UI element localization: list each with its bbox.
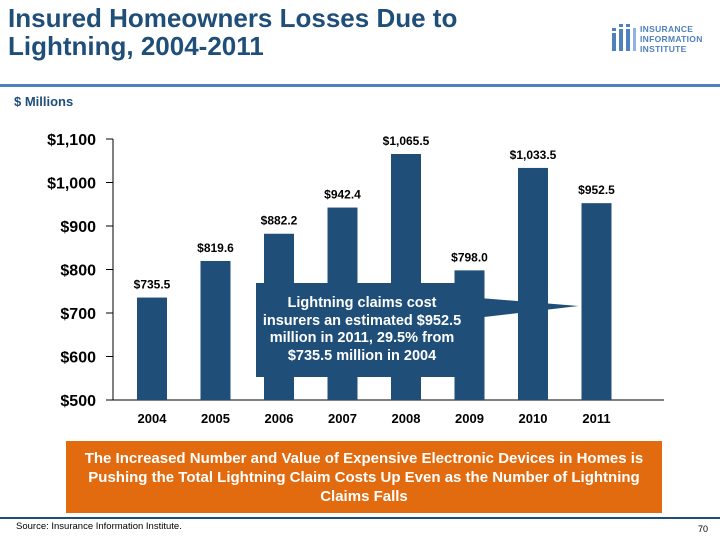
y-tick-label: $900 (60, 219, 96, 236)
category-label-2004: 2004 (138, 411, 168, 426)
value-label-2008: $1,065.5 (383, 134, 430, 148)
source-note: Source: Insurance Information Institute. (16, 521, 182, 532)
value-labels: $735.5 $819.6 $882.2 $942.4 $1,065.5 $798.0 $1… (134, 134, 616, 292)
value-label-2004: $735.5 (134, 278, 171, 292)
category-label-2008: 2008 (392, 411, 421, 426)
callout-arrow (467, 297, 579, 319)
y-tick-label: $700 (60, 306, 96, 323)
unit-label: $ Millions (14, 94, 74, 109)
y-tick-label: $1,100 (47, 132, 96, 149)
conclusion-banner: The Increased Number and Value of Expens… (66, 441, 662, 513)
category-label-2006: 2006 (265, 411, 294, 426)
callout-box: Lightning claims cost insurers an estima… (256, 283, 468, 377)
y-tick-label: $800 (60, 263, 96, 280)
y-tick-label: $1,000 (47, 176, 96, 193)
bar-2004 (137, 297, 167, 400)
logo-line: INFORMATION (640, 34, 703, 44)
value-label-2009: $798.0 (451, 250, 488, 264)
category-label-2005: 2005 (201, 411, 230, 426)
page-number: 70 (698, 524, 709, 534)
header-rule (0, 84, 720, 87)
logo-line: INSURANCE (640, 24, 694, 34)
bar-2010 (518, 167, 548, 400)
category-label-2009: 2009 (455, 411, 484, 426)
x-axis-labels: 2004 2005 2006 2007 2008 2009 2010 2011 (138, 411, 611, 426)
logo-line: INSTITUTE (640, 44, 687, 54)
bar-2005 (200, 260, 231, 400)
logo-text: INSURANCE INFORMATION INSTITUTE (640, 24, 720, 54)
y-tick-label: $600 (60, 350, 96, 367)
bar-2011 (581, 203, 612, 400)
iii-logo-icon (612, 24, 636, 51)
page-title: Insured Homeowners Losses Due to Lightni… (8, 3, 458, 61)
y-tick-label: $500 (60, 393, 96, 410)
footer-rule (0, 517, 720, 519)
value-label-2011: $952.5 (578, 183, 615, 197)
value-label-2010: $1,033.5 (510, 148, 557, 162)
category-label-2011: 2011 (582, 411, 610, 426)
value-label-2005: $819.6 (197, 241, 234, 255)
value-label-2006: $882.2 (261, 214, 298, 228)
category-label-2010: 2010 (519, 411, 548, 426)
category-label-2007: 2007 (328, 411, 357, 426)
value-label-2007: $942.4 (324, 188, 361, 202)
